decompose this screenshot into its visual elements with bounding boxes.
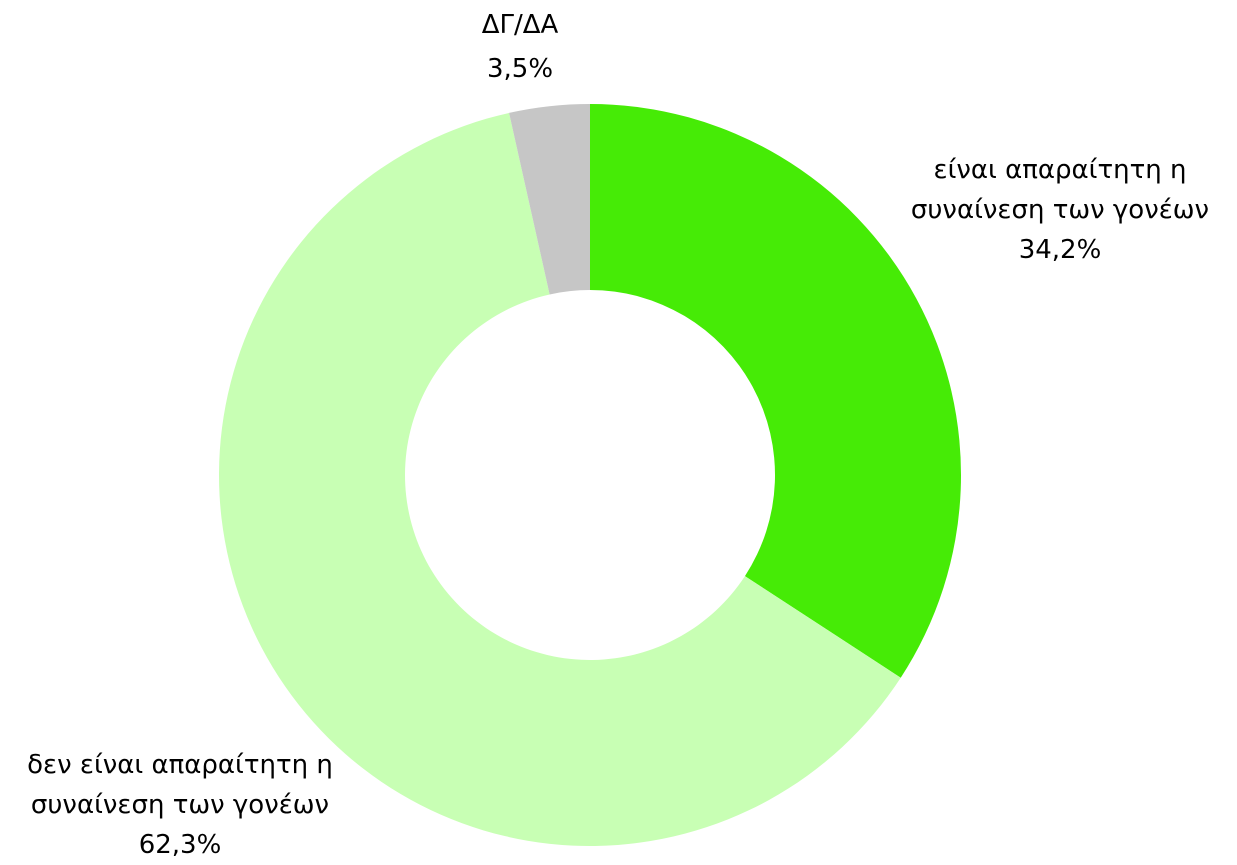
- slice: [509, 104, 590, 295]
- slice-label: δεν είναι απαραίτητη η συναίνεση των γον…: [5, 745, 355, 865]
- value-label: 3,5%: [486, 54, 554, 84]
- value-label: 62,3%: [138, 830, 222, 860]
- category-label: ΔΓ/ΔΑ: [481, 10, 559, 40]
- slice: [218, 112, 901, 847]
- category-label: είναι απαραίτητη η συναίνεση των γονέων: [910, 155, 1210, 225]
- slice-label: ΔΓ/ΔΑ 3,5%: [420, 3, 620, 91]
- slice: [590, 104, 961, 678]
- slice-label: είναι απαραίτητη η συναίνεση των γονέων …: [895, 150, 1225, 270]
- category-label: δεν είναι απαραίτητη η συναίνεση των γον…: [27, 750, 333, 820]
- value-label: 34,2%: [1018, 235, 1102, 265]
